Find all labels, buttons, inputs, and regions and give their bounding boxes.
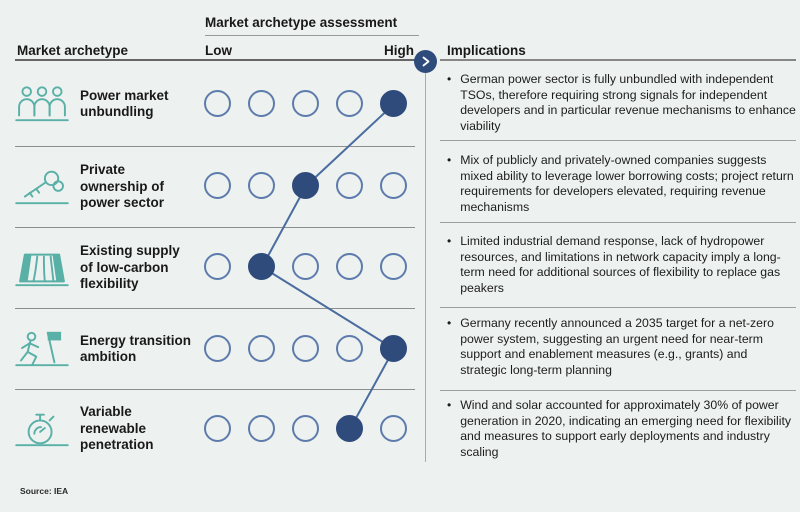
implication-divider bbox=[440, 307, 796, 308]
rating-dot bbox=[204, 90, 231, 117]
rating-row bbox=[204, 172, 407, 199]
implication-item: • German power sector is fully unbundled… bbox=[447, 72, 796, 135]
rating-dot bbox=[248, 90, 275, 117]
archetype-label: Variable renewable penetration bbox=[80, 404, 154, 453]
archetype-label: Existing supply of low-carbon flexibilit… bbox=[80, 243, 180, 292]
high-label: High bbox=[384, 43, 414, 58]
archetype-label: Energy transition ambition bbox=[80, 332, 192, 364]
rating-dot bbox=[380, 172, 407, 199]
archetype-row: Private ownership of power sector bbox=[15, 147, 200, 227]
implication-divider bbox=[440, 140, 796, 141]
rating-row bbox=[204, 253, 407, 280]
bullet-icon: • bbox=[447, 72, 452, 86]
rating-dot bbox=[292, 415, 319, 442]
rating-dot bbox=[204, 415, 231, 442]
stopwatch-icon bbox=[15, 408, 69, 450]
rating-dot-filled bbox=[336, 415, 363, 442]
row-divider bbox=[15, 308, 415, 309]
rating-dot bbox=[248, 335, 275, 362]
chevron-right-icon bbox=[422, 56, 430, 67]
rating-dot bbox=[292, 90, 319, 117]
implication-text: Limited industrial demand response, lack… bbox=[460, 234, 781, 296]
rating-dot bbox=[204, 335, 231, 362]
rating-dot bbox=[292, 335, 319, 362]
assessment-title: Market archetype assessment bbox=[205, 15, 398, 30]
row-divider bbox=[15, 389, 415, 390]
bullet-icon: • bbox=[447, 234, 452, 248]
row-divider bbox=[15, 146, 415, 147]
archetype-row: Energy transition ambition bbox=[15, 309, 200, 389]
implication-text: Wind and solar accounted for approximate… bbox=[460, 398, 792, 460]
header-rule-left bbox=[15, 59, 415, 61]
runner-flag-icon bbox=[15, 328, 69, 370]
rating-dot-filled bbox=[380, 335, 407, 362]
archetype-row: Power market unbundling bbox=[15, 63, 200, 145]
implications-header: Implications bbox=[447, 43, 526, 58]
rating-dot bbox=[204, 253, 231, 280]
rating-dot-filled bbox=[380, 90, 407, 117]
people-icon bbox=[15, 83, 69, 125]
source-note: Source: IEA bbox=[20, 486, 69, 496]
rating-dot bbox=[380, 415, 407, 442]
assessment-title-underline bbox=[205, 35, 419, 36]
rating-dot bbox=[336, 253, 363, 280]
rating-dot-filled bbox=[292, 172, 319, 199]
implication-divider bbox=[440, 222, 796, 223]
bullet-icon: • bbox=[447, 398, 452, 412]
implication-item: • Limited industrial demand response, la… bbox=[447, 234, 796, 297]
implication-divider bbox=[440, 390, 796, 391]
bullet-icon: • bbox=[447, 153, 452, 167]
rating-row bbox=[204, 335, 407, 362]
archetype-row: Existing supply of low-carbon flexibilit… bbox=[15, 228, 200, 308]
hydro-dam-icon bbox=[15, 247, 69, 289]
rating-dot bbox=[248, 415, 275, 442]
implication-item: • Wind and solar accounted for approxima… bbox=[447, 398, 796, 461]
archetype-row: Variable renewable penetration bbox=[15, 390, 200, 468]
vertical-divider bbox=[425, 73, 426, 462]
rating-row bbox=[204, 415, 407, 442]
rating-dot-filled bbox=[248, 253, 275, 280]
rating-dot bbox=[336, 335, 363, 362]
implication-text: German power sector is fully unbundled w… bbox=[460, 72, 796, 134]
rating-dot bbox=[336, 90, 363, 117]
implication-text: Mix of publicly and privately-owned comp… bbox=[460, 153, 794, 215]
header-rule-right bbox=[440, 59, 796, 61]
implication-text: Germany recently announced a 2035 target… bbox=[460, 316, 774, 378]
rating-dot bbox=[248, 172, 275, 199]
rating-dot bbox=[204, 172, 231, 199]
implication-item: • Germany recently announced a 2035 targ… bbox=[447, 316, 796, 379]
bullet-icon: • bbox=[447, 316, 452, 330]
keys-icon bbox=[15, 166, 69, 208]
market-archetype-header: Market archetype bbox=[17, 43, 129, 58]
archetype-label: Power market unbundling bbox=[80, 87, 169, 119]
rating-dot bbox=[292, 253, 319, 280]
archetype-label: Private ownership of power sector bbox=[80, 162, 165, 211]
rating-dot bbox=[336, 172, 363, 199]
rating-dot bbox=[380, 253, 407, 280]
implication-item: • Mix of publicly and privately-owned co… bbox=[447, 153, 796, 216]
row-divider bbox=[15, 227, 415, 228]
rating-row bbox=[204, 90, 407, 117]
low-label: Low bbox=[205, 43, 232, 58]
chevron-right-button bbox=[414, 50, 437, 73]
